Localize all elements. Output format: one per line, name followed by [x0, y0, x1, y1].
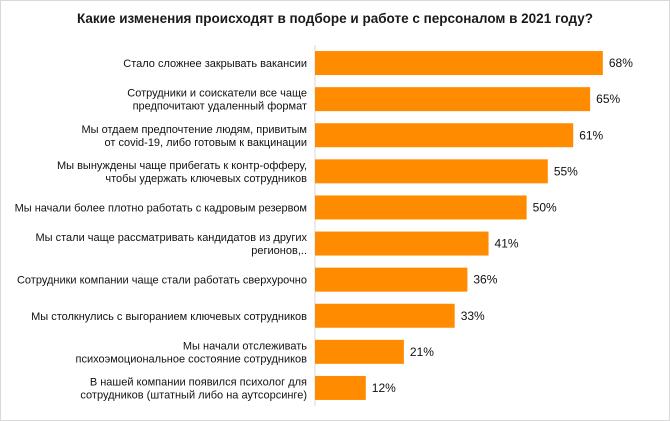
bar-5	[315, 195, 527, 220]
bar-8	[315, 303, 455, 328]
chart-title: Какие изменения происходят в подборе и р…	[77, 11, 593, 26]
bar-10	[315, 375, 366, 400]
value-label-5: 50%	[533, 200, 557, 214]
value-label-1: 68%	[609, 56, 633, 70]
value-label-9: 21%	[410, 345, 434, 359]
bar-6	[315, 231, 489, 256]
bar-2	[315, 87, 591, 112]
category-label-10: В нашей компании появился психолог для со…	[80, 376, 307, 401]
value-label-7: 36%	[473, 273, 497, 287]
value-label-4: 55%	[554, 164, 578, 178]
category-label-6: Мы стали чаще рассматривать кандидатов и…	[36, 232, 308, 257]
category-label-1: Стало сложнее закрывать вакансии	[123, 58, 307, 70]
value-label-3: 61%	[579, 128, 603, 142]
value-label-10: 12%	[372, 381, 396, 395]
category-label-3: Мы отдаем предпочтение людям, привитым от…	[82, 124, 308, 149]
value-label-6: 41%	[495, 237, 519, 251]
bar-9	[315, 339, 404, 364]
category-label-2: Сотрудники и соискатели все чаще предпочи…	[127, 88, 307, 113]
bar-3	[315, 123, 574, 148]
category-label-9: Мы начали отслеживать психоэмоциональное …	[76, 340, 308, 365]
bar-4	[315, 159, 548, 184]
category-label-5: Мы начали более плотно работать с кадров…	[15, 202, 307, 214]
value-label-2: 65%	[596, 92, 620, 106]
category-label-7: Сотрудники компании чаще стали работать …	[17, 275, 307, 287]
bar-7	[315, 267, 468, 292]
category-label-4: Мы вынуждены чаще прибегать к контр-оффе…	[57, 160, 307, 185]
bar-1	[315, 51, 603, 76]
value-label-8: 33%	[461, 309, 485, 323]
category-label-8: Мы столкнулись с выгоранием ключевых сот…	[31, 311, 307, 323]
